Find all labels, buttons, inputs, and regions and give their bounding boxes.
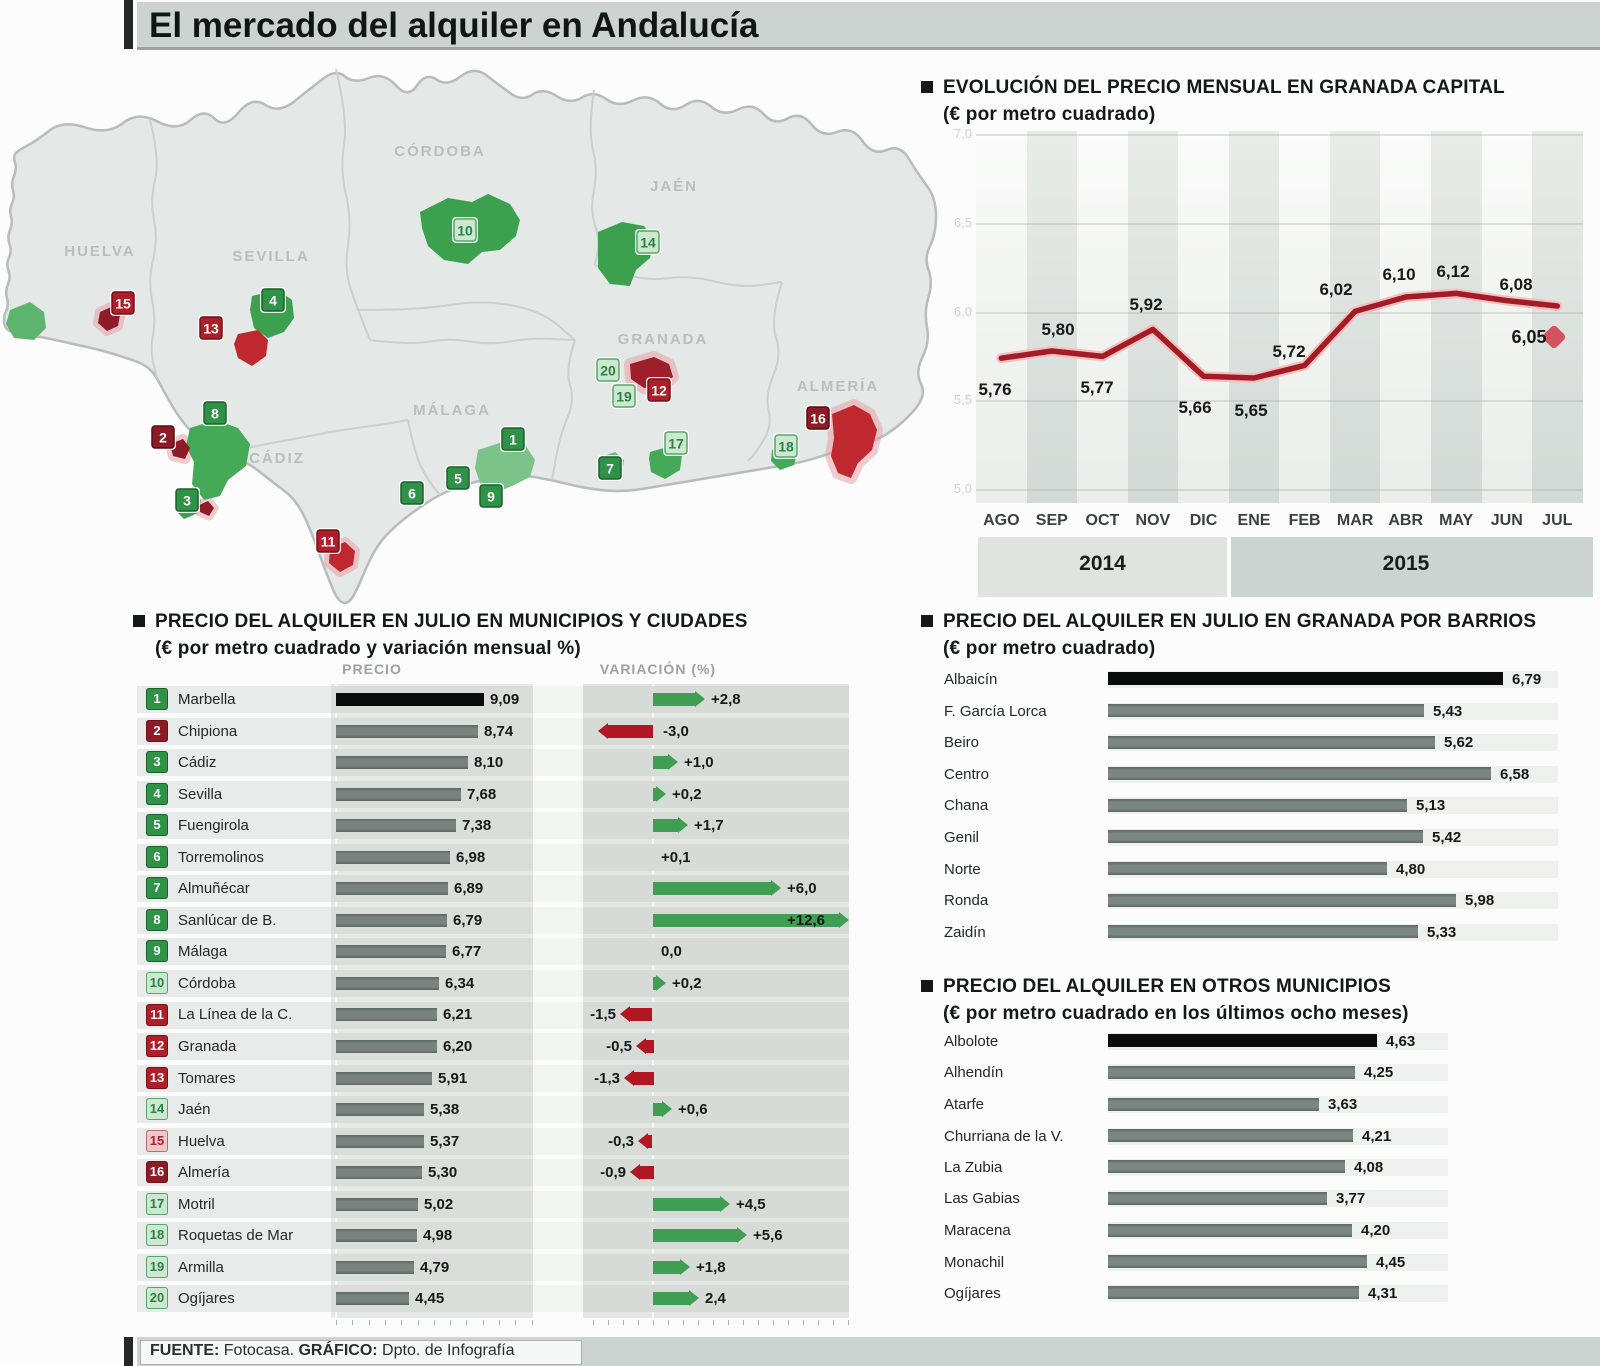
svg-text:17: 17 (668, 436, 684, 452)
svg-text:GRANADA: GRANADA (618, 331, 709, 348)
svg-text:CÓRDOBA: CÓRDOBA (394, 142, 486, 160)
svg-text:20: 20 (600, 363, 616, 379)
svg-text:8: 8 (211, 406, 219, 422)
svg-text:3: 3 (183, 493, 191, 509)
svg-text:10: 10 (457, 223, 473, 239)
svg-text:19: 19 (616, 389, 632, 405)
svg-text:14: 14 (640, 235, 656, 251)
svg-text:SEVILLA: SEVILLA (232, 248, 309, 265)
svg-text:MÁLAGA: MÁLAGA (413, 402, 491, 419)
svg-text:7: 7 (606, 461, 614, 477)
svg-text:ALMERÍA: ALMERÍA (797, 378, 879, 395)
svg-text:18: 18 (778, 439, 794, 455)
svg-text:5: 5 (454, 471, 462, 487)
svg-text:4: 4 (269, 293, 277, 309)
svg-text:12: 12 (651, 383, 667, 399)
svg-text:1: 1 (509, 432, 517, 448)
svg-text:13: 13 (203, 321, 219, 337)
svg-text:9: 9 (487, 489, 495, 505)
svg-text:2: 2 (159, 430, 167, 446)
svg-text:CÁDIZ: CÁDIZ (249, 450, 305, 467)
svg-text:HUELVA: HUELVA (64, 243, 135, 260)
svg-text:15: 15 (115, 296, 131, 312)
svg-text:6: 6 (408, 486, 416, 502)
svg-text:11: 11 (321, 534, 336, 550)
svg-text:JAÉN: JAÉN (650, 178, 698, 195)
svg-text:16: 16 (810, 411, 826, 427)
